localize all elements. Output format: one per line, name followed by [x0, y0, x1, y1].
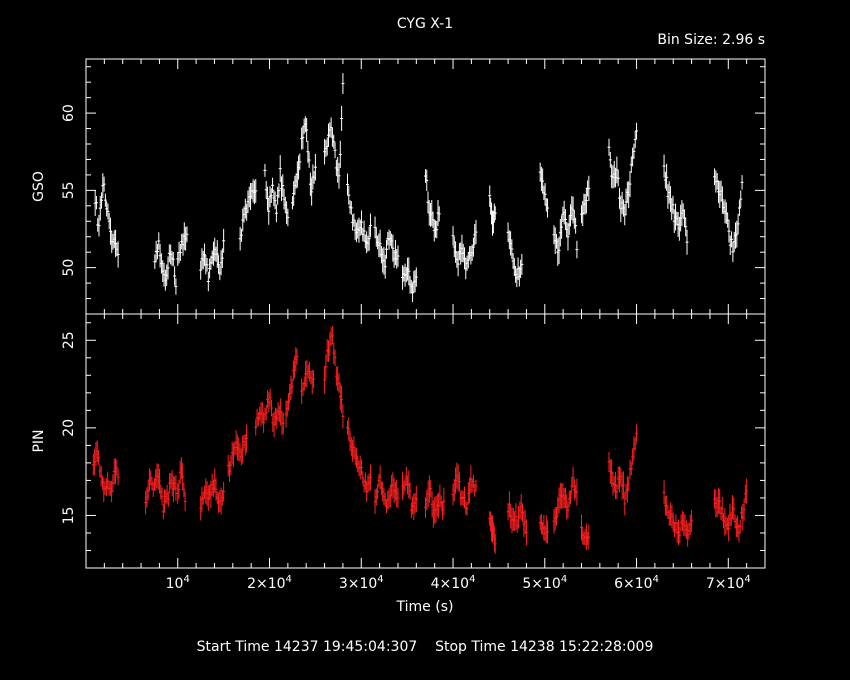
y-axis-label: GSO: [31, 171, 47, 202]
panel-pin: 15 20 25 PIN: [31, 313, 766, 569]
y-tick-label: 60: [61, 104, 77, 122]
series-gso: [93, 73, 744, 303]
series-pin: [91, 325, 749, 554]
x-tick-label: 2×104: [247, 574, 292, 592]
x-axis-label: Time (s): [396, 599, 454, 615]
x-tick-label: 3×104: [339, 574, 384, 592]
x-tick-label: 4×104: [431, 574, 476, 592]
x-tick-label: 7×104: [706, 574, 751, 592]
chart-title: CYG X-1: [397, 16, 453, 32]
y-axis-label: PIN: [31, 429, 47, 452]
x-tick-label: 104: [166, 574, 190, 592]
y-tick-label: 20: [61, 419, 77, 437]
y-tick-label: 15: [61, 507, 77, 525]
panel-frame: [85, 58, 766, 315]
panel-gso: 50 55 60 GSO: [31, 58, 766, 315]
y-tick-label: 50: [61, 259, 77, 277]
y-tick-label: 55: [61, 181, 77, 199]
panel-frame: [85, 313, 766, 569]
time-range-footer: Start Time 14237 19:45:04:307 Stop Time …: [197, 639, 654, 655]
panels: 50 55 60 GSO 15 20 25 PIN 104 2×104 3×104 4×104 5×10…: [31, 58, 766, 592]
x-tick-label: 6×104: [614, 574, 659, 592]
x-tick-label: 5×104: [522, 574, 567, 592]
y-tick-label: 25: [61, 331, 77, 349]
bin-size-label: Bin Size: 2.96 s: [657, 32, 765, 48]
